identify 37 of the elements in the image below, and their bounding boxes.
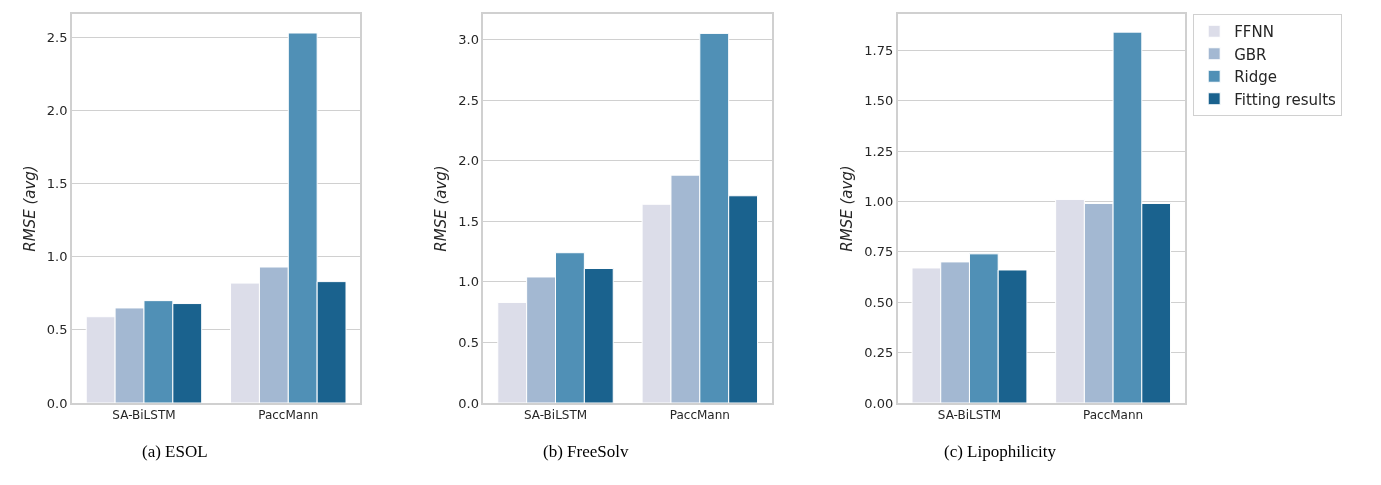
- y-tick-label: 2.5: [46, 29, 68, 45]
- legend-label: Ridge: [1234, 68, 1278, 87]
- x-tick-label: SA-BiLSTM: [937, 408, 1002, 423]
- y-tick-label: 1.00: [864, 194, 894, 209]
- x-tick-label: PaccMann: [1083, 408, 1144, 423]
- y-tick-label: 0.00: [864, 395, 894, 411]
- y-tick-label: 1.25: [864, 143, 894, 159]
- x-tick-label: SA-BiLSTM: [112, 408, 176, 423]
- y-axis-title: RMSE (avg): [20, 165, 39, 252]
- legend-label: GBR: [1234, 45, 1267, 64]
- y-tick-label: 0.75: [864, 244, 894, 260]
- y-tick-label: 2.5: [458, 92, 479, 108]
- y-tick-label: 1.0: [458, 274, 479, 290]
- y-tick-label: 1.5: [46, 176, 68, 192]
- x-tick-label: SA-BiLSTM: [523, 408, 588, 423]
- legend-label: Fitting results: [1234, 90, 1337, 109]
- text: (b) FreeSolv: [543, 442, 629, 461]
- y-tick-label: 1.75: [864, 42, 894, 58]
- y-tick-label: 1.0: [46, 249, 68, 265]
- y-axis-title: RMSE (avg): [432, 165, 451, 252]
- legend-label: FFNN: [1234, 23, 1274, 42]
- y-tick-label: 1.50: [864, 93, 894, 109]
- y-tick-label: 0.0: [46, 395, 68, 411]
- y-tick-label: 3.0: [458, 32, 479, 47]
- y-tick-label: 0.50: [864, 294, 894, 310]
- x-tick-label: PaccMann: [258, 408, 319, 423]
- y-tick-label: 2.0: [46, 103, 68, 119]
- y-tick-label: 0.5: [458, 334, 479, 350]
- text: (a) ESOL: [142, 442, 208, 461]
- y-tick-label: 0.5: [46, 322, 68, 338]
- x-tick-label: PaccMann: [669, 408, 730, 423]
- y-tick-label: 2.0: [458, 153, 479, 169]
- text: (c) Lipophilicity: [944, 442, 1057, 461]
- y-tick-label: 0.0: [458, 395, 479, 411]
- y-tick-label: 1.5: [458, 213, 479, 229]
- y-axis-title: RMSE (avg): [838, 165, 857, 252]
- y-tick-label: 0.25: [864, 345, 894, 361]
